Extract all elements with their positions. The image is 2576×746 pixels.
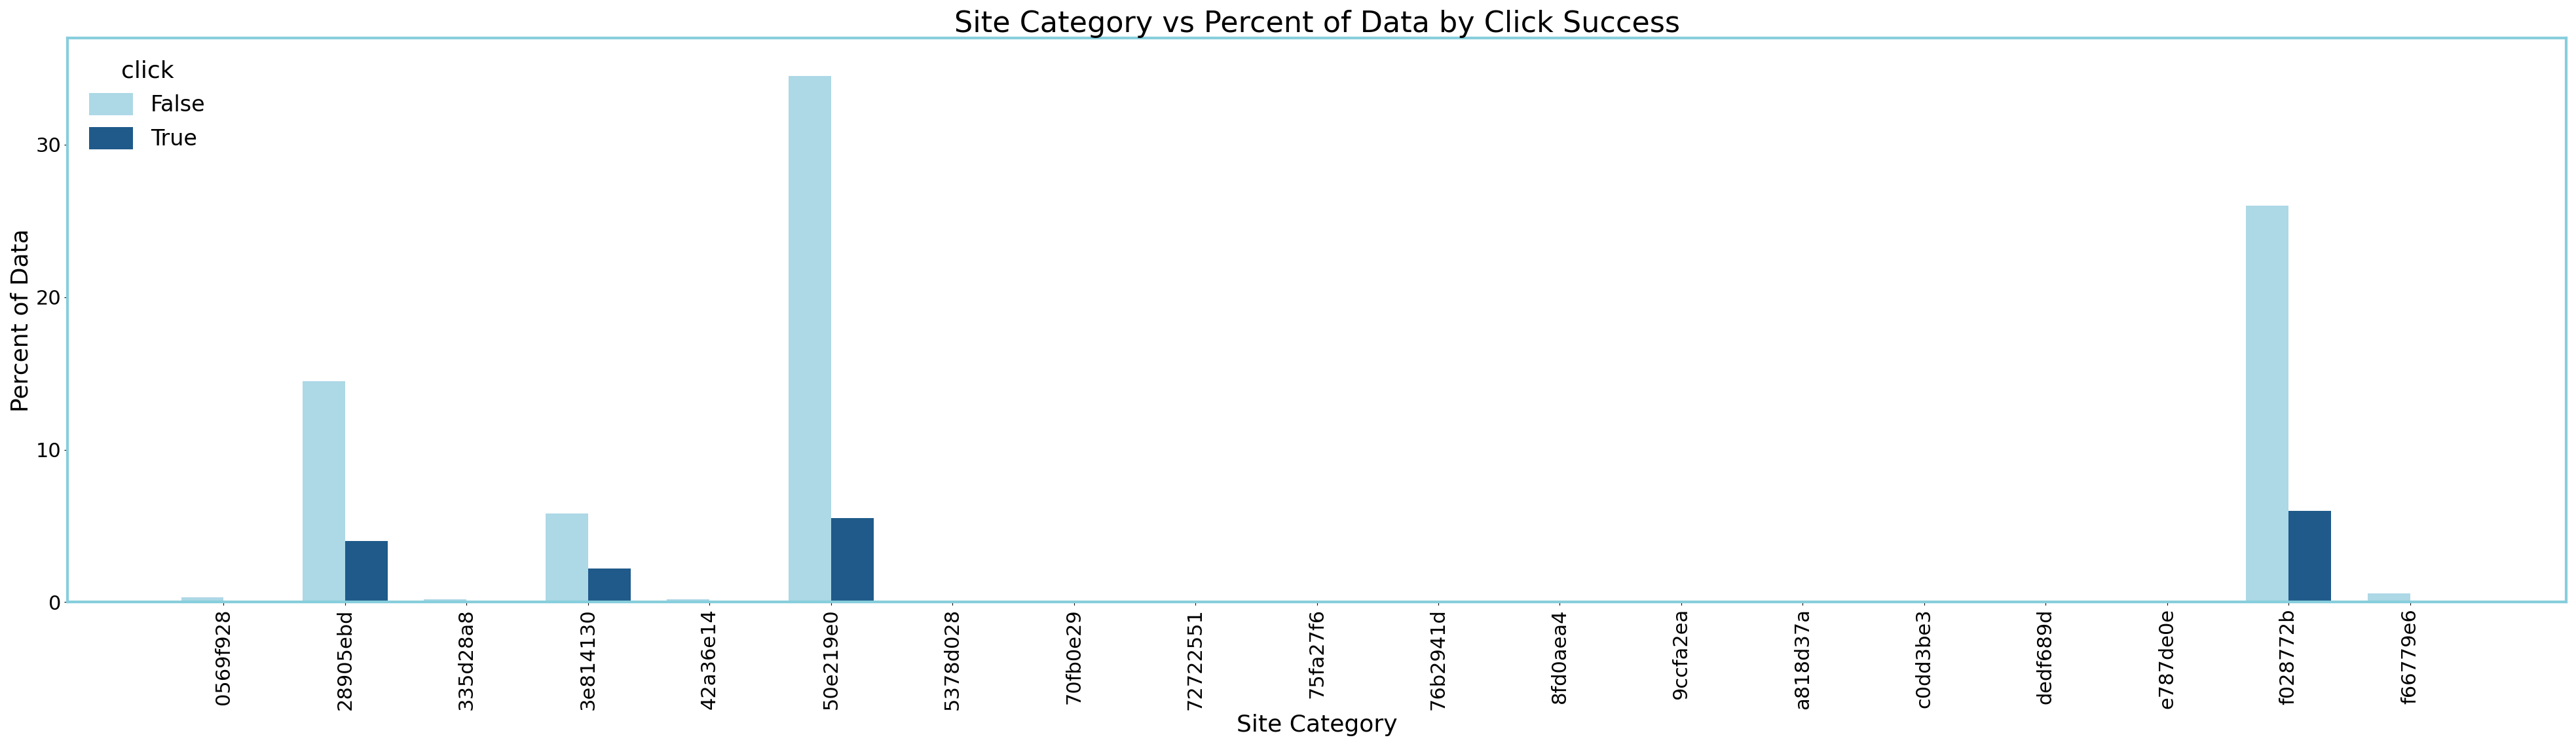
- Bar: [1759, 601, 1803, 602]
- Bar: [1030, 601, 1074, 602]
- Bar: [425, 599, 466, 602]
- Bar: [2287, 511, 2331, 602]
- Title: Site Category vs Percent of Data by Click Success: Site Category vs Percent of Data by Clic…: [953, 10, 1680, 38]
- Bar: [345, 541, 386, 602]
- Bar: [2004, 601, 2045, 602]
- Bar: [2125, 601, 2166, 602]
- Bar: [1154, 601, 1195, 602]
- Bar: [1880, 601, 1924, 602]
- Bar: [1638, 601, 1682, 602]
- Bar: [2367, 593, 2411, 602]
- Bar: [1517, 601, 1561, 602]
- X-axis label: Site Category: Site Category: [1236, 714, 1396, 736]
- Bar: [1396, 601, 1437, 602]
- Bar: [788, 76, 832, 602]
- Legend: False, True: False, True: [77, 49, 216, 161]
- Bar: [909, 601, 953, 602]
- Bar: [1275, 601, 1316, 602]
- Bar: [2246, 206, 2287, 602]
- Bar: [667, 599, 708, 602]
- Bar: [832, 518, 873, 602]
- Bar: [180, 598, 224, 602]
- Bar: [301, 381, 345, 602]
- Bar: [546, 514, 587, 602]
- Bar: [587, 568, 631, 602]
- Y-axis label: Percent of Data: Percent of Data: [10, 228, 31, 412]
